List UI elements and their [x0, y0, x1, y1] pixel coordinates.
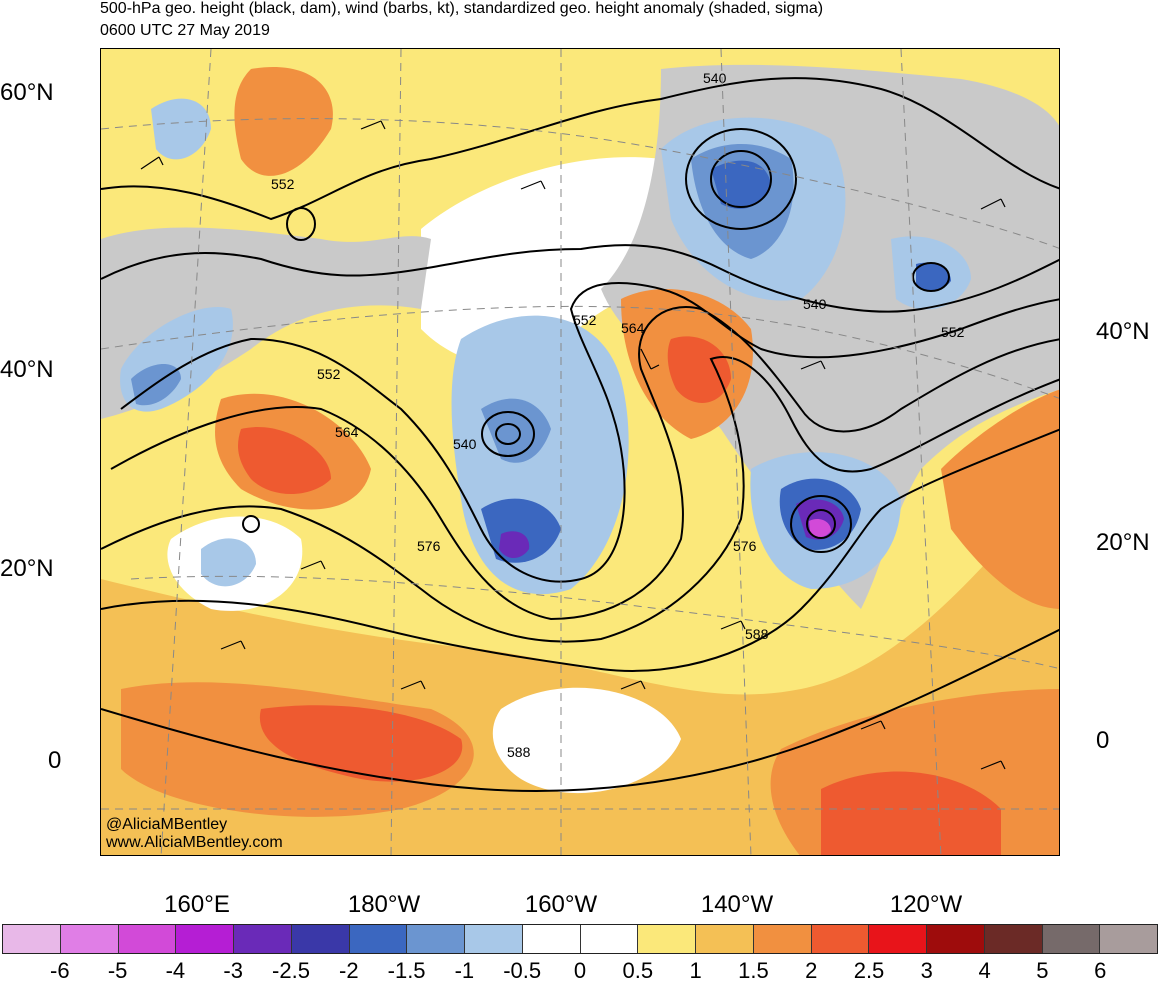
lon-label: 120°W — [889, 891, 963, 918]
anomaly-blue-central-low-mid — [481, 398, 551, 463]
contour-label: 552 — [271, 176, 295, 192]
weather-map: 540 540 540 552 552 552 552 564 564 576 … — [100, 48, 1060, 856]
height-contours — [101, 77, 1059, 792]
contour-label: 540 — [453, 436, 477, 452]
anomaly-purple-central-low-core — [499, 531, 530, 558]
colorbar-label: 2 — [805, 958, 818, 983]
contour-label: 564 — [335, 424, 359, 440]
colorbar-label: -2 — [339, 958, 359, 983]
lon-label: 160°E — [164, 891, 230, 918]
lat-label-left: 40°N — [0, 356, 54, 383]
wind-barbs — [140, 120, 1006, 770]
contour-label: 552 — [573, 312, 597, 328]
colorbar-label: -4 — [165, 958, 186, 983]
colorbar-label: -0.5 — [503, 958, 542, 983]
colorbar-swatch — [753, 925, 812, 953]
colorbar-swatch — [638, 925, 696, 953]
colorbar-label: 5 — [1036, 958, 1049, 983]
lat-label-right: 0 — [1096, 727, 1110, 754]
anomaly-deep-red-south-east — [821, 771, 1001, 855]
anomaly-white-tropics — [492, 687, 681, 794]
contour-label: 552 — [941, 324, 965, 340]
lat-label-right: 40°N — [1096, 318, 1150, 345]
contour-label: 552 — [317, 366, 341, 382]
colorbar-label: -3 — [223, 958, 243, 983]
colorbar-swatch — [407, 925, 465, 953]
contour-label: 588 — [507, 744, 531, 760]
colorbar-swatch — [3, 925, 61, 953]
lat-label-left: 20°N — [0, 555, 54, 582]
anomaly-orange-north-west — [234, 67, 333, 176]
colorbar-swatch — [696, 925, 754, 953]
lat-label-right: 20°N — [1096, 529, 1150, 556]
anomaly-blue-east-low-core — [916, 262, 951, 292]
colorbar-label: 0 — [573, 958, 587, 983]
graticule — [101, 49, 1059, 855]
map-canvas: 540 540 540 552 552 552 552 564 564 576 … — [101, 49, 1059, 855]
colorbar-swatch — [1100, 925, 1157, 953]
contour-label: 576 — [417, 538, 441, 554]
contour-label: 588 — [745, 626, 769, 642]
map-valid-time: 0600 UTC 27 May 2019 — [100, 22, 270, 39]
colorbar-swatch — [60, 925, 119, 953]
contour-label-group: 540 540 540 552 552 552 552 564 564 576 … — [271, 70, 965, 760]
anomaly-red-pacific-nw — [667, 336, 731, 403]
colorbar-label: -2.5 — [272, 958, 310, 983]
colorbar-swatch — [580, 925, 639, 953]
colorbar-swatch — [176, 925, 234, 953]
colorbar-label: -6 — [50, 958, 70, 983]
credit-twitter: @AliciaMBentley — [106, 816, 228, 833]
anomaly-deep-red-south-west — [259, 705, 463, 782]
contour-label: 540 — [803, 296, 827, 312]
anomaly-red-west — [238, 427, 331, 494]
colorbar-swatch — [465, 925, 523, 953]
colorbar-swatch — [349, 925, 408, 953]
credit-website: www.AliciaMBentley.com — [106, 834, 283, 851]
anomaly-blue-northwest — [151, 98, 211, 160]
colorbar-swatch — [927, 925, 985, 953]
anomaly-magenta-southeast-low-core — [809, 519, 831, 538]
lon-label: 160°W — [524, 891, 598, 918]
contour-label: 540 — [703, 70, 727, 86]
colorbar-label: -5 — [107, 958, 128, 983]
lon-label: 180°W — [347, 891, 421, 918]
colorbar-swatch — [869, 925, 927, 953]
colorbar-label: 0.5 — [622, 958, 654, 983]
colorbar-swatch — [984, 925, 1043, 953]
colorbar-label: 2.5 — [853, 958, 885, 983]
lat-label-left: 60°N — [0, 79, 54, 106]
colorbar-label: 3 — [920, 958, 933, 983]
anomaly-orange-east — [941, 389, 1059, 609]
colorbar-label: -1.5 — [387, 958, 426, 983]
lon-label: 140°W — [700, 891, 774, 918]
colorbar-label: 6 — [1094, 958, 1107, 983]
colorbar-swatch — [811, 925, 870, 953]
colorbar-label: -1 — [454, 958, 475, 983]
colorbar-label: 4 — [978, 958, 991, 983]
map-title: 500-hPa geo. height (black, dam), wind (… — [100, 0, 824, 17]
lat-label-left: 0 — [48, 747, 62, 774]
colorbar-swatch — [291, 925, 350, 953]
colorbar-swatch — [522, 925, 581, 953]
colorbar-label: 1.5 — [738, 958, 769, 983]
colorbar-swatch — [234, 925, 292, 953]
anomaly-blue-southwest — [201, 538, 256, 587]
contour-label: 564 — [621, 320, 645, 336]
colorbar-swatch — [1042, 925, 1101, 953]
contour-label: 576 — [733, 538, 757, 554]
colorbar-swatch — [118, 925, 177, 953]
anomaly-colorbar — [2, 924, 1158, 954]
colorbar-label: 1 — [689, 958, 702, 983]
